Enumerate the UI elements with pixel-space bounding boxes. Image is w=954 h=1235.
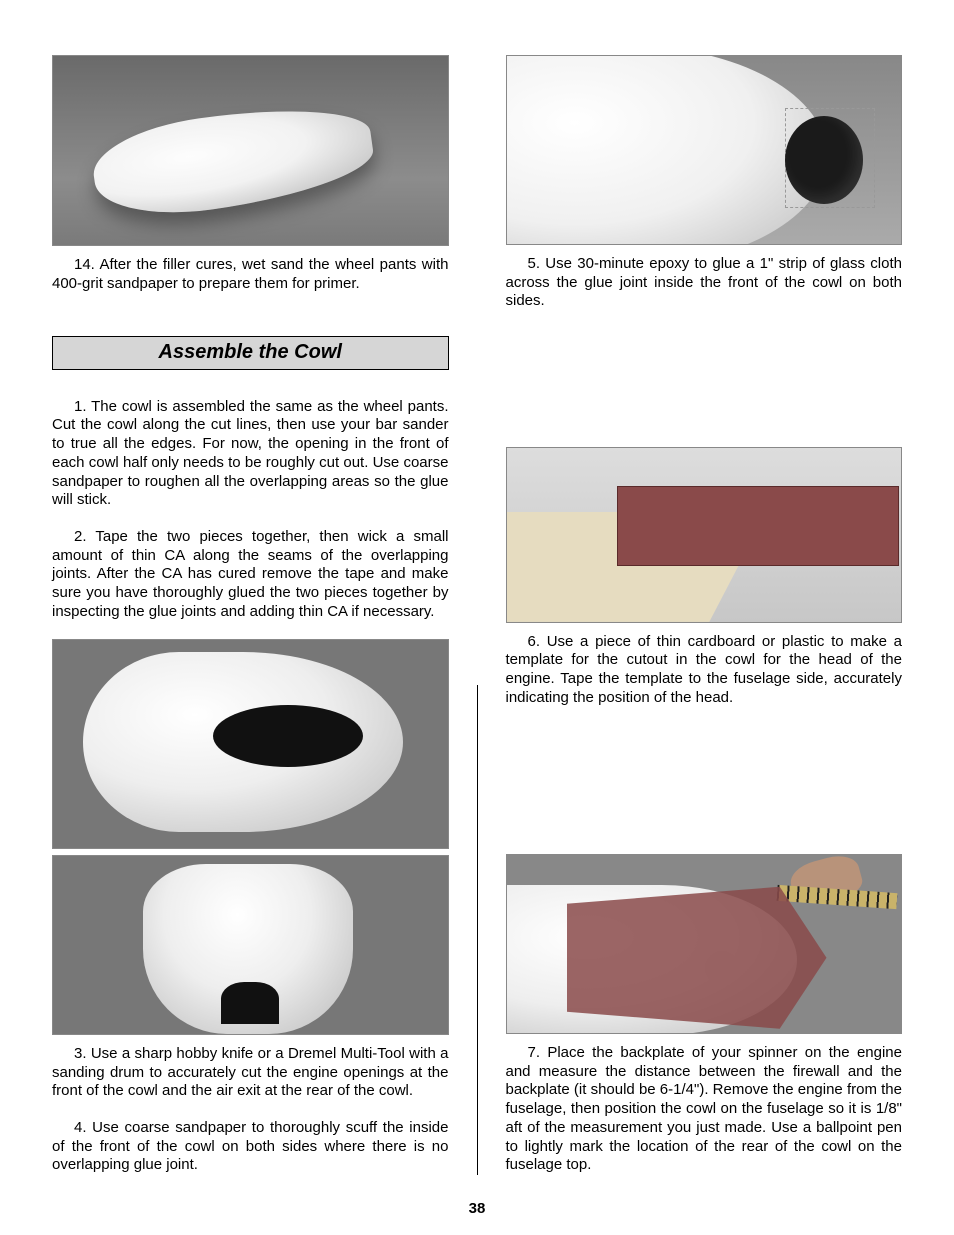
- step-7-content: 7. Place the backplate of your spinner o…: [506, 1044, 903, 1174]
- section-heading-assemble-cowl: Assemble the Cowl: [52, 336, 449, 370]
- step-6-text: 6. Use a piece of thin cardboard or plas…: [506, 633, 903, 708]
- figure-wheel-pant: [52, 55, 449, 246]
- column-divider: [477, 685, 478, 1175]
- figure-cowl-glass-cloth: [506, 55, 903, 245]
- step-1-text: 1. The cowl is assembled the same as the…: [52, 398, 449, 511]
- step-4-text: 4. Use coarse sandpaper to thoroughly sc…: [52, 1119, 449, 1175]
- step-5-content: 5. Use 30-minute epoxy to glue a 1" stri…: [506, 255, 903, 310]
- step-4-content: 4. Use coarse sandpaper to thoroughly sc…: [52, 1119, 449, 1174]
- step-2-text: 2. Tape the two pieces together, then wi…: [52, 528, 449, 622]
- step-14-content: 14. After the filler cures, wet sand the…: [52, 256, 449, 292]
- page-number: 38: [0, 1200, 954, 1217]
- step-1-content: 1. The cowl is assembled the same as the…: [52, 398, 449, 509]
- step-3-text: 3. Use a sharp hobby knife or a Dremel M…: [52, 1045, 449, 1101]
- step-6-content: 6. Use a piece of thin cardboard or plas…: [506, 633, 903, 706]
- step-7-text: 7. Place the backplate of your spinner o…: [506, 1044, 903, 1175]
- figure-engine-head-template: [506, 447, 903, 622]
- two-column-layout: 14. After the filler cures, wet sand the…: [52, 55, 902, 1175]
- figure-cowl-rear-exit: [52, 855, 449, 1036]
- figure-cowl-front-opening: [52, 639, 449, 849]
- right-column: 5. Use 30-minute epoxy to glue a 1" stri…: [506, 55, 903, 1175]
- step-2-content: 2. Tape the two pieces together, then wi…: [52, 528, 449, 620]
- left-column: 14. After the filler cures, wet sand the…: [52, 55, 449, 1175]
- step-5-text: 5. Use 30-minute epoxy to glue a 1" stri…: [506, 255, 903, 311]
- step-3-content: 3. Use a sharp hobby knife or a Dremel M…: [52, 1045, 449, 1100]
- figure-spinner-backplate-measure: [506, 854, 903, 1034]
- step-14-text: 14. After the filler cures, wet sand the…: [52, 256, 449, 294]
